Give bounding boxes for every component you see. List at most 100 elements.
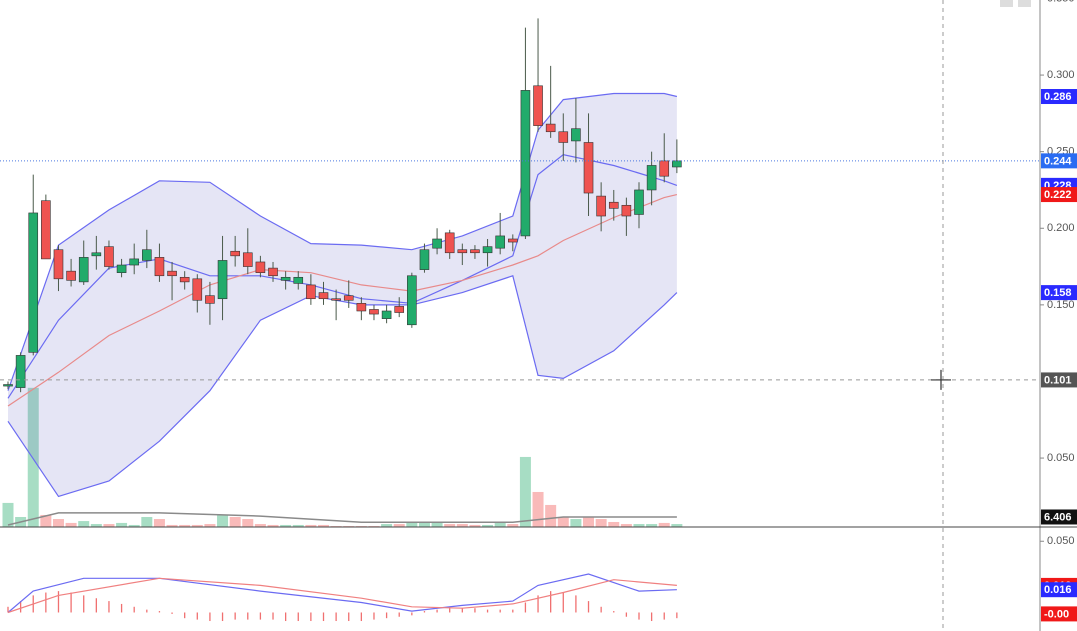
candle-body [142, 249, 152, 261]
volume-bar [406, 521, 418, 527]
candle-body [608, 201, 619, 209]
candle-body [672, 160, 682, 168]
y-tick-label: 0.050 [1047, 535, 1075, 547]
volume-bar [507, 524, 519, 527]
volume-bar [116, 522, 128, 527]
candle-body [533, 85, 543, 126]
candle-body [381, 310, 392, 319]
candle-body [78, 257, 89, 283]
candle-body [356, 303, 367, 312]
volume-bar [179, 524, 191, 527]
crosshair-tag [1041, 372, 1077, 388]
candle-body [268, 267, 278, 277]
volume-bar [469, 524, 481, 527]
candle-body [53, 249, 64, 280]
volume-bar [280, 524, 292, 527]
candle-body [507, 238, 518, 243]
candle-body [28, 212, 39, 353]
candle-body [179, 276, 190, 283]
candle-body [419, 249, 430, 270]
candle-body [104, 246, 114, 267]
price-tag-label: 0.158 [1044, 287, 1072, 299]
price-tag [1041, 582, 1077, 598]
candle-body [167, 270, 177, 277]
volume-bar [608, 521, 620, 527]
candle-body [3, 384, 13, 387]
volume-bar [393, 524, 405, 527]
y-tick-label: 0.200 [1047, 222, 1075, 234]
bollinger-fill [8, 93, 677, 497]
volume-bar [633, 524, 645, 527]
volume-bar [40, 514, 52, 527]
y-tick-label: 0.350 [1047, 0, 1075, 4]
y-tick-label: 0.150 [1047, 299, 1075, 311]
volume-bar [78, 521, 90, 527]
volume-bar [557, 516, 569, 527]
candle-body [457, 249, 468, 254]
candle-body [205, 295, 215, 304]
candle-body [634, 189, 644, 215]
crosshair-tag-label: 0.101 [1044, 374, 1072, 386]
volume-bar [646, 524, 658, 527]
candle-body [646, 165, 657, 191]
volume-bar [52, 519, 64, 527]
candle-body [545, 123, 556, 133]
price-tag [1041, 509, 1077, 525]
volume-bar [658, 522, 670, 527]
price-tag [1041, 187, 1077, 203]
candle-body [596, 195, 606, 217]
candle-body [343, 295, 354, 301]
price-tag [1041, 285, 1077, 301]
volume-bar [494, 521, 506, 527]
candle-body [558, 131, 569, 143]
volume-bar [482, 524, 494, 527]
candle-body [621, 204, 632, 217]
price-tag-label: 0.016 [1044, 584, 1072, 596]
candle-body [66, 270, 76, 281]
price-tag-label: -0.00 [1044, 608, 1069, 620]
volume-bar [381, 524, 393, 527]
volume-bar [620, 524, 632, 527]
volume-ma-line [7, 512, 677, 526]
volume-bar [141, 516, 153, 527]
volume-bar [191, 524, 203, 527]
candle-body [318, 292, 329, 300]
volume-bar [166, 524, 178, 527]
candle-body [407, 275, 417, 326]
candle-body [154, 257, 165, 277]
candle-body [280, 276, 291, 281]
price-tag [1041, 606, 1077, 622]
scroll-icon[interactable] [1000, 0, 1013, 7]
candle-body [242, 252, 253, 267]
volume-bar [532, 491, 544, 527]
candle-body [482, 246, 493, 254]
volume-bar [103, 524, 115, 527]
volume-bar [318, 524, 329, 527]
candle-body [470, 249, 480, 254]
candle-body [583, 142, 594, 194]
volume-bar [595, 519, 607, 527]
candle-body [116, 264, 127, 273]
volume-bar [671, 524, 683, 527]
candle-body [217, 260, 228, 300]
candle-body [571, 128, 581, 142]
volume-bar [292, 524, 304, 527]
moving-average [7, 194, 678, 407]
candle-body [306, 284, 316, 300]
volume-bar [27, 387, 39, 527]
price-tag [1041, 153, 1077, 169]
candle-body [495, 235, 505, 249]
macd-line [7, 573, 677, 613]
volume-bar [418, 521, 430, 527]
candle-body [659, 160, 670, 177]
candle-body [15, 355, 26, 388]
candle-body [444, 232, 455, 254]
candle-body [293, 276, 304, 284]
volume-bar [431, 521, 443, 527]
volume-bar [444, 524, 456, 527]
volume-bar [204, 524, 216, 527]
candle-body [255, 261, 266, 273]
volume-bar [305, 524, 317, 527]
scroll-icon[interactable] [1018, 0, 1031, 7]
